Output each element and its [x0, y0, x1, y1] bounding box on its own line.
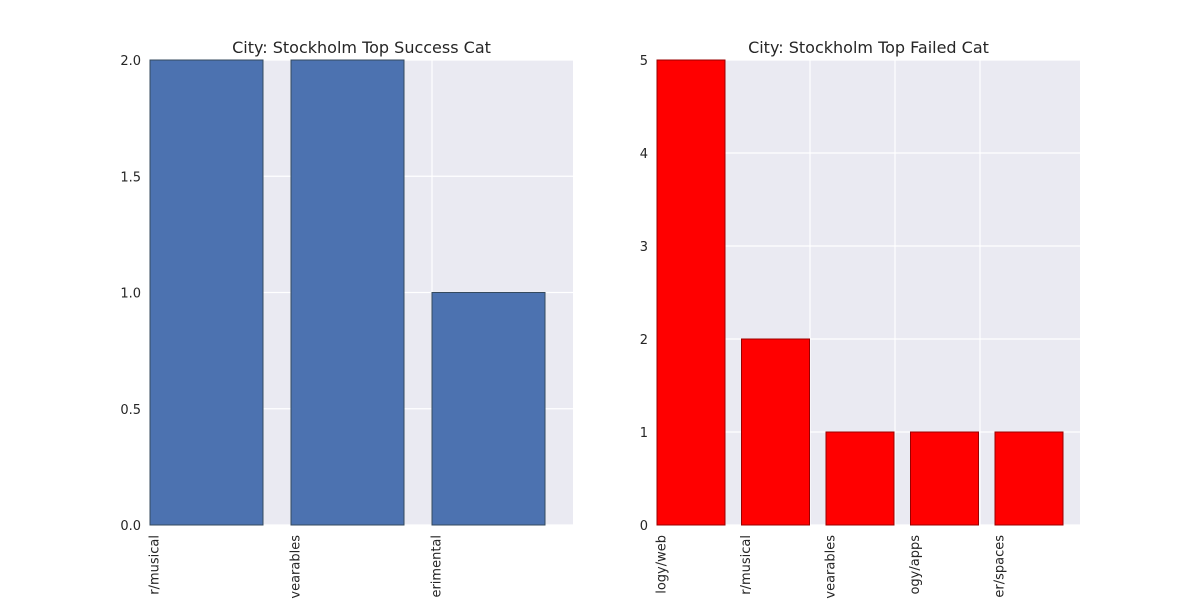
x-tick-label: erimental	[430, 535, 445, 598]
bar-technology-wearables	[825, 431, 895, 526]
bar-music-experimental	[431, 292, 546, 526]
bar-technology-wearables	[290, 59, 405, 526]
y-tick-label: 1	[640, 426, 648, 441]
bars	[149, 59, 546, 526]
bar-technology-web	[656, 59, 726, 526]
y-tick-labels: 0 1 2 3 4 5	[640, 54, 648, 534]
bars	[656, 59, 1064, 526]
x-tick-label: logy/web	[655, 535, 670, 594]
y-tick-label: 0.5	[120, 403, 141, 418]
y-tick-label: 1.5	[120, 170, 141, 185]
x-tick-label: er/spaces	[993, 535, 1008, 598]
y-tick-label: 5	[640, 54, 648, 69]
x-tick-labels: r/musical vearables erimental	[148, 535, 445, 599]
x-tick-label: vearables	[824, 535, 839, 599]
x-tick-label: ogy/apps	[908, 535, 923, 595]
x-tick-label: r/musical	[148, 535, 163, 595]
chart-title: City: Stockholm Top Failed Cat	[748, 38, 989, 57]
y-tick-label: 3	[640, 240, 648, 255]
x-tick-label: vearables	[289, 535, 304, 599]
y-tick-label: 0	[640, 519, 648, 534]
y-tick-labels: 0.0 0.5 1.0 1.5 2.0	[120, 54, 141, 534]
bar-theater-musical	[741, 338, 810, 526]
success-categories-chart: 0.0 0.5 1.0 1.5 2.0 r/musical vearables erimen…	[120, 38, 573, 599]
y-tick-label: 0.0	[120, 519, 141, 534]
y-tick-label: 2.0	[120, 54, 141, 69]
failed-categories-chart: 0 1 2 3 4 5 logy/web r/musical vearables ogy/app…	[640, 38, 1080, 599]
bar-technology-apps	[910, 431, 979, 526]
bar-theater-spaces	[994, 431, 1064, 526]
y-tick-label: 2	[640, 333, 648, 348]
y-tick-label: 4	[640, 147, 648, 162]
bar-theater-musical	[149, 59, 264, 526]
y-tick-label: 1.0	[120, 287, 141, 302]
x-tick-labels: logy/web r/musical vearables ogy/apps er/spa…	[655, 535, 1008, 599]
x-tick-label: r/musical	[739, 535, 754, 595]
chart-title: City: Stockholm Top Success Cat	[232, 38, 491, 57]
